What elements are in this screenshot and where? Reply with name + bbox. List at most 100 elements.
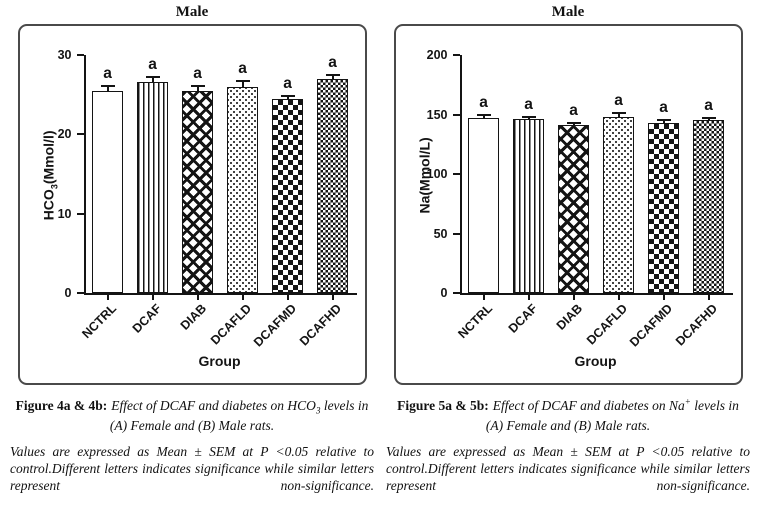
bar-DIAB — [182, 90, 213, 293]
error-bar-cap-NCTRL — [476, 114, 491, 117]
sig-letter-DIAB: a — [193, 64, 202, 82]
error-bar-cap-DCAFHD — [701, 117, 716, 120]
y-tick-label-100: 100 — [426, 167, 448, 181]
y-tick-0 — [76, 292, 84, 294]
caption-subscript: 3 — [315, 405, 321, 416]
error-bar-stem-DCAFHD — [707, 118, 710, 121]
x-tick-DCAFLD — [241, 295, 244, 300]
y-tick-30 — [76, 54, 84, 56]
sig-letter-DCAF: a — [524, 95, 533, 113]
bar-DCAFMD — [272, 98, 303, 293]
x-tick-DCAF — [527, 295, 530, 300]
error-bar-stem-DCAF — [527, 116, 530, 120]
bar-NCTRL — [92, 90, 123, 293]
bar-DCAFLD — [227, 86, 258, 293]
sig-letter-NCTRL: a — [479, 94, 488, 112]
error-bar-cap-DCAFHD — [325, 73, 340, 76]
figure-caption: Figure 4a & 4b: Effect of DCAF and diabet… — [8, 393, 376, 434]
y-axis-title: Na(Mmol/L) — [416, 80, 435, 270]
error-bar-stem-DCAFLD — [241, 81, 244, 87]
sig-letter-DCAFHD: a — [328, 53, 337, 71]
sig-letter-NCTRL: a — [103, 64, 112, 82]
caption-label: Figure 4a & 4b: — [15, 397, 108, 413]
y-axis-title-text: Na — [416, 195, 433, 214]
bar-NCTRL — [468, 118, 499, 293]
x-axis-title: Group — [198, 353, 241, 369]
bar-chart: 0 10 20 30 a NCTRL a DCAF a DIAB a DCAFLD a DCAFMD a DC… — [20, 26, 365, 383]
figure-caption: Figure 5a & 5b: Effect of DCAF and diabet… — [384, 393, 752, 434]
y-tick-label-150: 150 — [426, 107, 448, 122]
y-axis-title-unit: (Mmol/L) — [416, 137, 433, 196]
error-bar-stem-DCAFHD — [331, 74, 334, 79]
x-tick-DCAFHD — [707, 295, 710, 300]
chart-panel: 0 10 20 30 a NCTRL a DCAF a DIAB a DCAFLD a DCAFMD a DC… — [17, 24, 367, 385]
sig-letter-DCAFLD: a — [614, 92, 623, 110]
y-tick-100 — [452, 173, 460, 175]
error-bar-stem-NCTRL — [482, 115, 485, 119]
chart-title: Male — [551, 4, 585, 20]
x-axis — [459, 293, 733, 295]
sig-letter-DCAFMD: a — [283, 75, 292, 93]
y-tick-150 — [452, 113, 460, 116]
y-axis — [83, 55, 86, 295]
error-bar-cap-DIAB — [190, 84, 205, 87]
sig-letter-DIAB: a — [569, 102, 578, 120]
page: Male 0 10 20 30 a NCTRL a DCAF a DIAB a DCAFLD a DCAF… — [10, 4, 750, 494]
x-tick-DCAF — [151, 295, 154, 300]
caption-tail: levels in — [690, 397, 739, 413]
bar-DCAF — [137, 81, 168, 293]
y-tick-label-10: 10 — [57, 206, 72, 221]
x-axis-title: Group — [574, 353, 617, 369]
error-bar-stem-DCAFMD — [286, 96, 289, 99]
error-bar-stem-DCAFMD — [662, 119, 665, 123]
bar-DIAB — [558, 125, 589, 293]
sig-letter-DCAFHD: a — [704, 97, 713, 115]
x-axis — [83, 293, 357, 295]
y-tick-label-30: 30 — [57, 48, 72, 62]
error-bar-cap-DCAFLD — [235, 80, 250, 83]
bar-DCAF — [513, 119, 544, 293]
caption-text: Effect of DCAF and diabetes on HCO3 leve… — [111, 397, 369, 416]
error-bar-stem-DCAFLD — [617, 113, 620, 117]
chart-title: Male — [175, 4, 209, 20]
error-bar-stem-DCAF — [151, 77, 154, 82]
x-tick-DCAFMD — [286, 295, 289, 300]
figure-column-left: Male 0 10 20 30 a NCTRL a DCAF a DIAB a DCAFLD a DCAF… — [8, 0, 376, 511]
error-bar-cap-DCAFLD — [611, 112, 626, 115]
y-tick-0 — [452, 292, 460, 294]
caption-body: Effect of DCAF and diabetes on HCO — [111, 397, 316, 413]
x-tick-NCTRL — [482, 295, 485, 300]
bar-DCAFHD — [693, 120, 724, 293]
x-tick-DCAFHD — [331, 295, 334, 300]
x-tick-DIAB — [572, 295, 575, 300]
y-tick-label-200: 200 — [426, 48, 448, 62]
x-tick-DIAB — [196, 295, 199, 300]
error-bar-cap-DCAFMD — [656, 118, 671, 121]
y-axis-title-subscript: 3 — [48, 184, 59, 190]
caption-tail: levels in — [320, 397, 369, 413]
y-tick-label-0: 0 — [440, 286, 448, 300]
y-tick-label-20: 20 — [57, 127, 72, 142]
y-tick-label-50: 50 — [433, 226, 448, 241]
bar-DCAFHD — [317, 78, 348, 293]
sig-letter-DCAF: a — [148, 56, 157, 74]
caption-superscript: + — [684, 396, 691, 406]
stats-note: Values are expressed as Mean ± SEM at P … — [10, 444, 374, 494]
bar-DCAFMD — [648, 122, 679, 293]
y-tick-200 — [452, 54, 460, 56]
x-tick-DCAFLD — [617, 295, 620, 300]
stats-note: Values are expressed as Mean ± SEM at P … — [386, 444, 750, 494]
y-axis-title-unit: (Mmol/l) — [40, 130, 57, 185]
y-tick-20 — [76, 133, 84, 136]
figure-column-right: Male 0 50 100 150 200 a NCTRL a DCAF a DIAB a DCAFLD… — [384, 0, 752, 511]
error-bar-cap-NCTRL — [100, 84, 115, 87]
y-tick-label-0: 0 — [64, 286, 72, 300]
error-bar-stem-NCTRL — [106, 85, 109, 91]
caption-line2: (A) Female and (B) Male rats. — [485, 418, 651, 434]
error-bar-cap-DIAB — [566, 122, 581, 125]
error-bar-stem-DIAB — [196, 85, 199, 91]
y-axis-title: HCO3(Mmol/l) — [40, 80, 59, 270]
y-tick-10 — [76, 212, 84, 215]
y-tick-50 — [452, 232, 460, 235]
caption-line2: (A) Female and (B) Male rats. — [109, 418, 275, 434]
